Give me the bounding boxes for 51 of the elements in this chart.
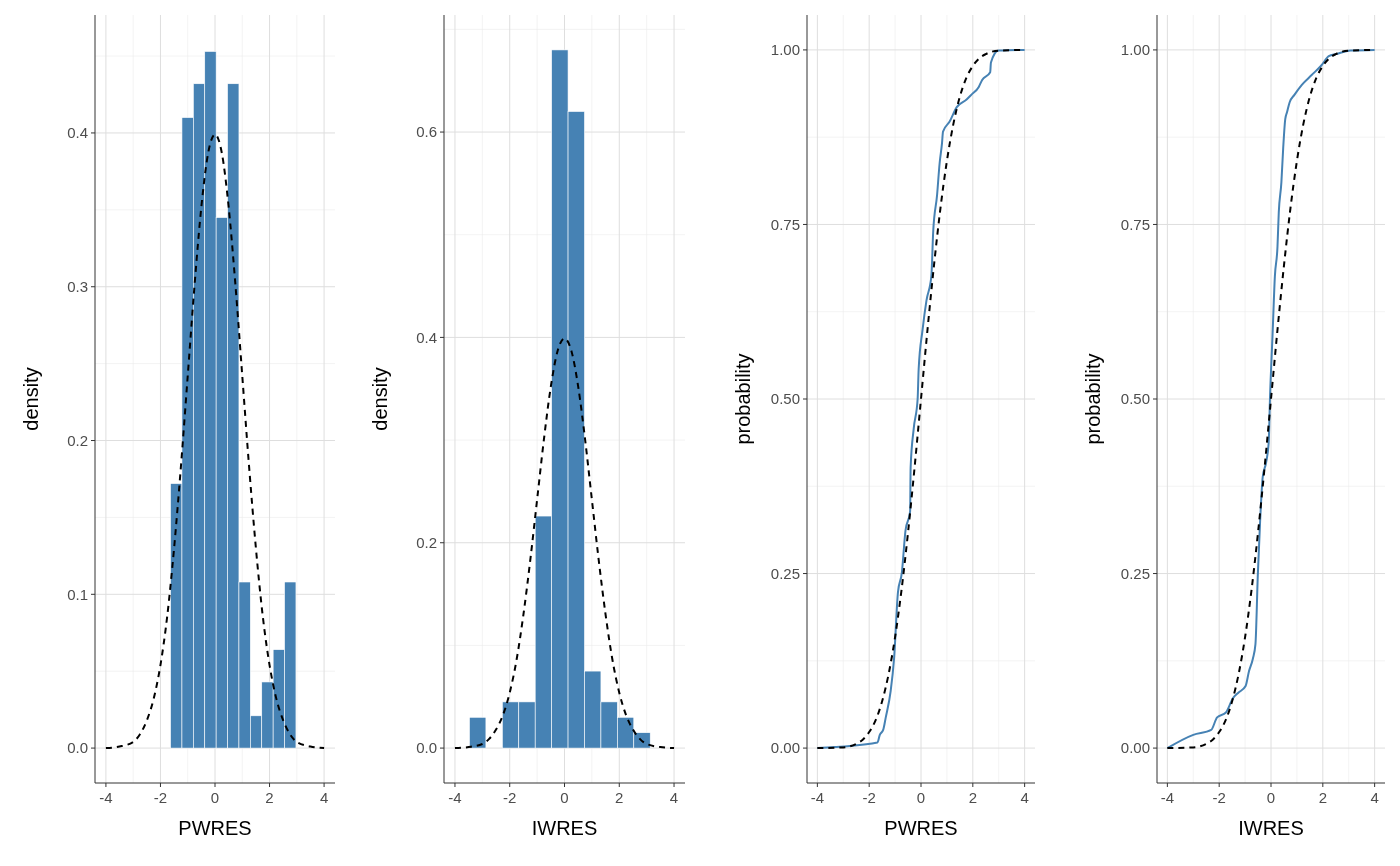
y-tick-label: 0.00 — [1120, 739, 1150, 757]
y-tick-label: 0.2 — [416, 533, 437, 551]
y-tick-label: 0.4 — [416, 328, 437, 346]
y-tick-label: 1.00 — [1120, 41, 1150, 59]
y-tick-label: 0.25 — [770, 564, 800, 582]
line-series — [104, 133, 326, 750]
y-tick-label: 0.25 — [1120, 564, 1150, 582]
x-tick-label: 4 — [319, 789, 329, 806]
x-tick-label: 2 — [265, 789, 274, 806]
y-tick-label: 0.00 — [770, 739, 800, 757]
x-tick-label: 4 — [1370, 789, 1379, 806]
x-tick-label: 4 — [1020, 789, 1029, 806]
x-tick-label: -4 — [99, 789, 113, 806]
x-tick-label: -4 — [448, 789, 462, 806]
line-series — [816, 48, 1026, 750]
line-series — [453, 337, 676, 750]
y-tick-label: 0.3 — [67, 277, 88, 295]
x-tick-label: 2 — [615, 789, 624, 806]
y-tick-label: 0.75 — [770, 215, 800, 233]
y-tick-label: 0.0 — [67, 739, 88, 757]
y-tick-label: 0.0 — [416, 739, 437, 757]
y-axis-title: density — [369, 367, 391, 431]
y-tick-label: 0.50 — [1120, 390, 1150, 408]
x-tick-label: -2 — [153, 789, 168, 806]
x-axis-title: PWRES — [178, 817, 252, 839]
x-tick-label: -4 — [810, 789, 825, 806]
y-tick-label: 0.75 — [1120, 215, 1150, 233]
y-tick-label: 0.4 — [67, 124, 88, 142]
y-axis-title: density — [20, 367, 42, 431]
y-tick-label: 0.1 — [67, 585, 88, 603]
y-tick-label: 0.6 — [416, 123, 437, 141]
line-series — [1166, 48, 1376, 750]
y-tick-label: 0.2 — [67, 431, 88, 449]
y-tick-label: 1.00 — [770, 41, 800, 59]
x-axis-title: IWRES — [531, 817, 598, 839]
x-tick-label: 0 — [560, 789, 569, 806]
x-axis-title: IWRES — [1238, 817, 1304, 839]
x-axis-title: PWRES — [884, 817, 958, 839]
x-tick-label: -2 — [1212, 789, 1226, 806]
x-tick-label: 2 — [968, 789, 977, 806]
x-tick-label: 2 — [1318, 789, 1327, 806]
y-tick-label: 0.50 — [770, 390, 800, 408]
x-tick-label: -4 — [1160, 789, 1175, 806]
x-tick-label: 0 — [210, 789, 220, 806]
x-tick-label: 0 — [916, 789, 926, 806]
y-axis-title: probability — [1082, 353, 1104, 445]
y-axis-title: probability — [732, 353, 754, 445]
x-tick-label: -2 — [503, 789, 517, 806]
x-tick-label: -2 — [862, 789, 876, 806]
x-tick-label: 0 — [1266, 789, 1276, 806]
x-tick-label: 4 — [669, 789, 679, 806]
